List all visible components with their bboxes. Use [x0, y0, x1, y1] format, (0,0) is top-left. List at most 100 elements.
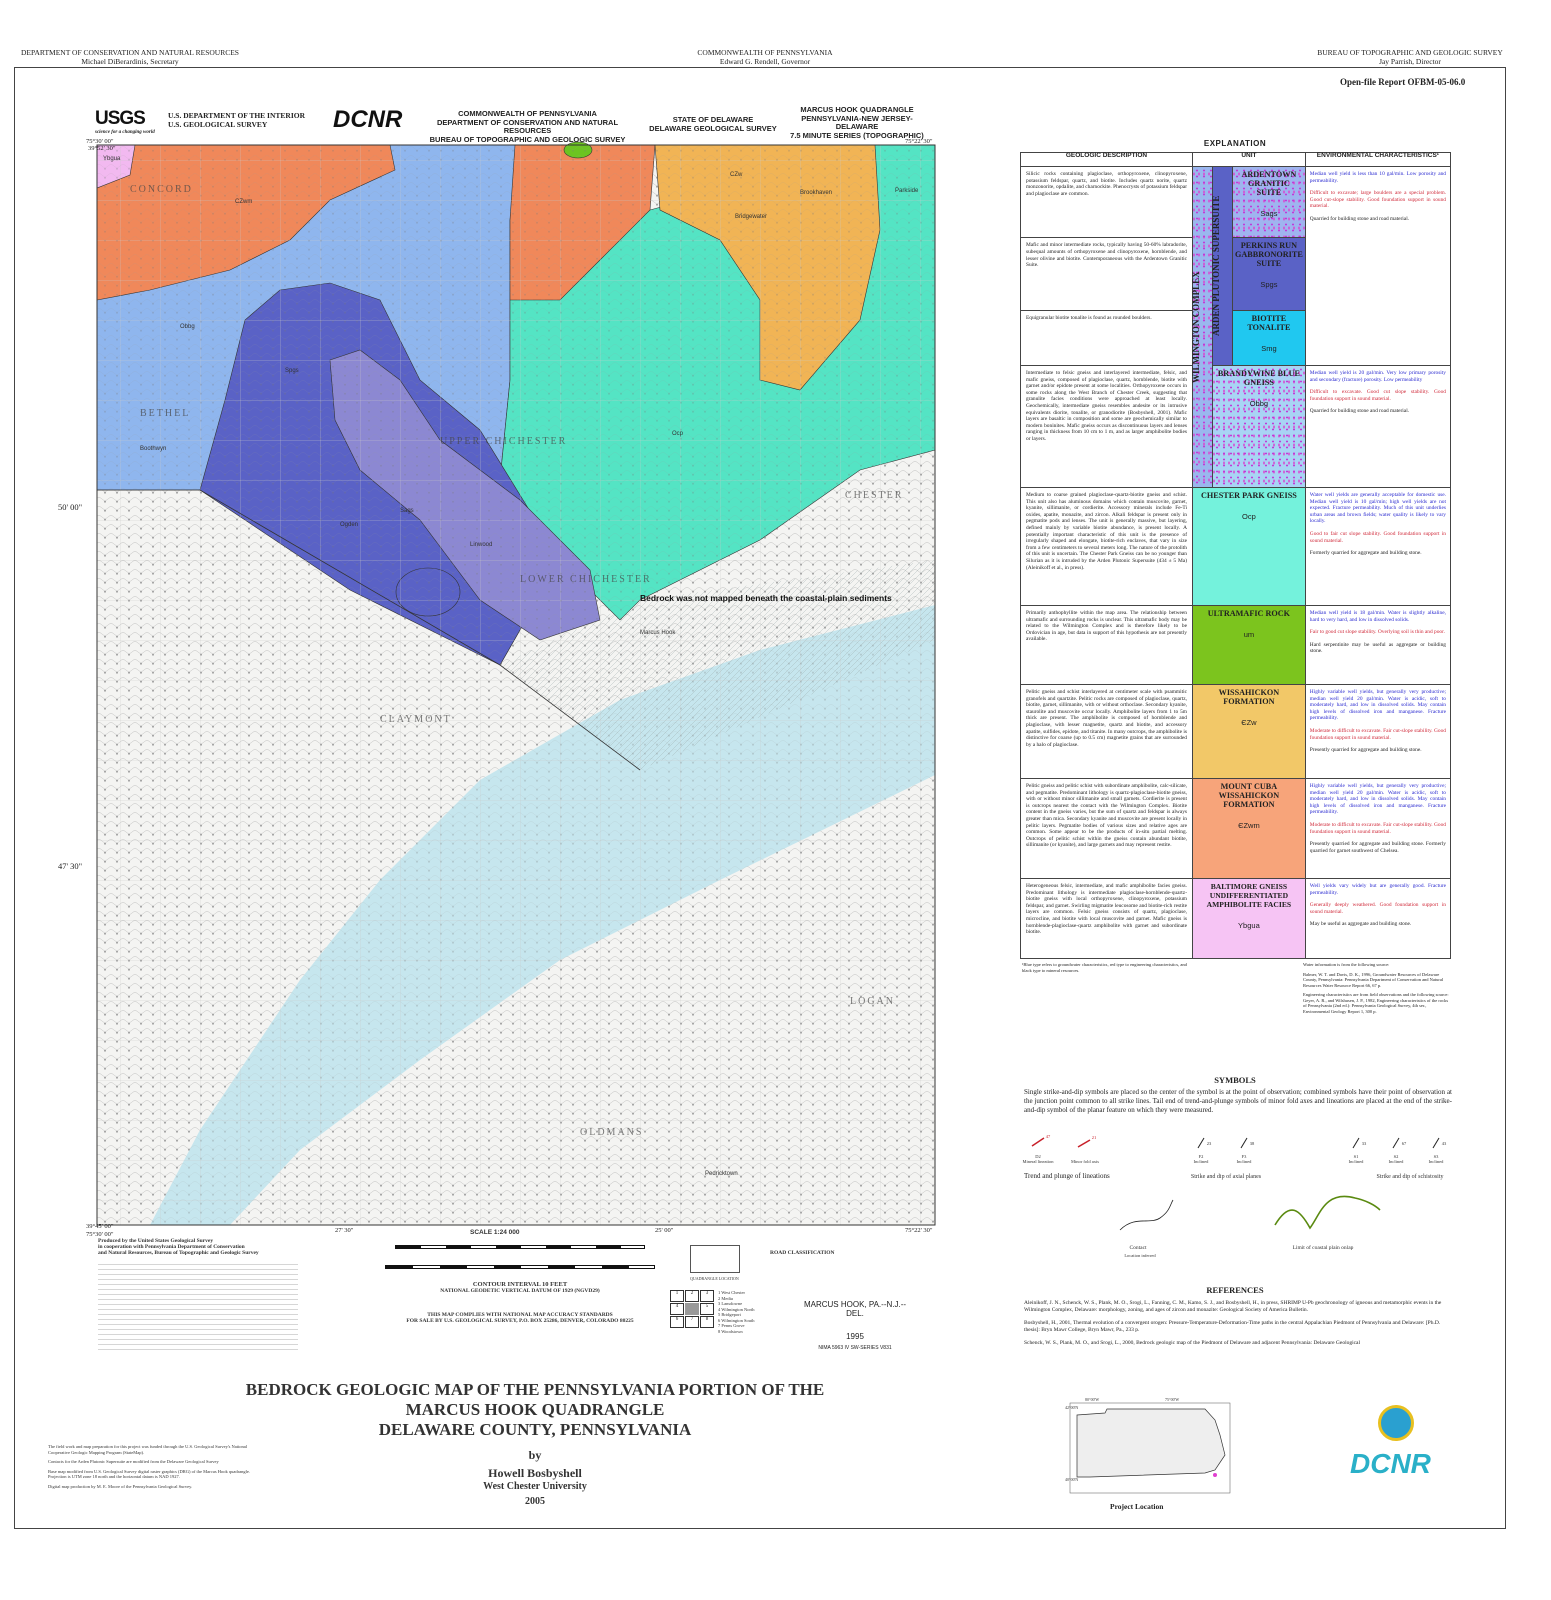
title-line-1: BEDROCK GEOLOGIC MAP OF THE PENNSYLVANIA…: [245, 1380, 825, 1399]
explanation-title: EXPLANATION: [1203, 139, 1267, 148]
scale-bar: [395, 1245, 645, 1249]
symbol-value: 47: [1046, 1134, 1051, 1139]
place-label: Pedricktown: [705, 1171, 738, 1177]
pa-locator: [690, 1245, 740, 1273]
author: Howell Bosbyshell: [488, 1466, 582, 1480]
edge-label-50-00: 50' 00": [58, 502, 83, 512]
quad-title: MARCUS HOOK QUADRANGLE PENNSYLVANIA-NEW J…: [782, 105, 932, 140]
unit-chester-park[interactable]: CHESTER PARK GNEISS Ocp: [1192, 487, 1306, 606]
sheet-frame: [14, 67, 1506, 1529]
unit-brandywine[interactable]: BRANDYWINE BLUE GNEISS Obbg: [1212, 365, 1306, 488]
adjoining-item: 3 Lansdowne: [718, 1301, 743, 1306]
coastal-plain-annotation: Bedrock was not mapped beneath the coast…: [640, 593, 892, 603]
unit-perkins-run[interactable]: PERKINS RUN GABBRONORITE SUITE Spgs: [1232, 237, 1306, 311]
col-header: GEOLOGIC DESCRIPTION: [1020, 152, 1193, 167]
pa-line: DEPARTMENT OF CONSERVATION AND NATURAL R…: [436, 117, 619, 135]
quad-name-block: MARCUS HOOK, PA.--N.J.--DEL. 1995 NIMA 596…: [800, 1300, 910, 1351]
adjoining-list: 1 West Chester 2 Media 3 Lansdowne 4 Wilmin…: [718, 1290, 755, 1334]
water-characteristics: Highly variable well yields, but general…: [1309, 783, 1446, 816]
symbol-code: S1: [1354, 1154, 1359, 1159]
unit-row: Primarily anthophyllite within the map a…: [1020, 605, 1452, 685]
mineral-resources: Presently quarried for aggregate and bui…: [1309, 841, 1446, 854]
unit-description: Primarily anthophyllite within the map a…: [1020, 605, 1193, 685]
unit-label: CZw: [730, 172, 743, 178]
unit-label: Ocp: [672, 431, 684, 437]
unit-name: ULTRAMAFIC ROCK: [1207, 609, 1291, 618]
engineering-characteristics: Good to fair cut slope stability. Good f…: [1309, 530, 1446, 544]
adjoining-item: 4 Wilmington North: [718, 1306, 755, 1312]
place-label: Ogden: [340, 522, 358, 528]
unit-name: ARDENTOWN GRANITIC SUITE: [1241, 170, 1297, 197]
unit-biotite-tonalite[interactable]: BIOTITE TONALITE Smg: [1232, 309, 1306, 367]
dept-line: U.S. DEPARTMENT OF THE INTERIOR: [168, 111, 305, 120]
dcnr-logo-map: DCNR: [333, 106, 403, 133]
unit-name: WISSAHICKON FORMATION: [1218, 688, 1280, 706]
adjoining-item: 5 Bridgeport: [718, 1312, 741, 1317]
minor-fold-axis-symbol: 21 Minor fold axis: [1071, 1135, 1099, 1164]
project-location-label: Project Location: [1110, 1502, 1164, 1511]
credit-line: and Natural Resources, Bureau of Topogra…: [98, 1250, 259, 1256]
sale-statement: FOR SALE BY U.S. GEOLOGICAL SURVEY, P.O.…: [406, 1318, 634, 1324]
col-header: UNIT: [1192, 152, 1306, 167]
unit-description: Silicic rocks containing plagioclase, or…: [1020, 165, 1193, 239]
unit-row: Pelitic gneiss and schist interlayered a…: [1020, 684, 1452, 779]
place-label: Parkside: [895, 188, 919, 194]
place-label: Linwood: [470, 542, 492, 548]
unit-ultramafic[interactable]: ULTRAMAFIC ROCK um: [1192, 605, 1306, 685]
reference: Aleinikoff, J. N., Schenck, W. S., Plank…: [1024, 1300, 1442, 1313]
symbol-group-label: Strike and dip of axial planes: [1191, 1173, 1262, 1180]
location-frame: [1069, 1402, 1231, 1494]
place-label: LOWER CHICHESTER: [520, 574, 652, 585]
unit-description: Intermediate to felsic gneiss and interl…: [1020, 365, 1193, 488]
unit-symbol: ЄZwm: [1238, 821, 1260, 830]
adjoining-cell: 8: [700, 1316, 714, 1328]
adjoining-item: 7 Penns Grove: [718, 1323, 745, 1328]
unit-symbol: Ybgua: [1238, 921, 1260, 930]
dcnr-logo: DCNR: [1350, 1448, 1431, 1479]
director: Jay Parrish, Director: [1379, 57, 1441, 66]
quad-line: PENNSYLVANIA-NEW JERSEY-DELAWARE: [801, 113, 913, 131]
governor: Edward G. Rendell, Governor: [719, 57, 811, 66]
location-tick: 40°00'N: [1065, 1477, 1078, 1482]
unit-baltimore-gneiss[interactable]: BALTIMORE GNEISS UNDIFFERENTIATED AMPHIB…: [1192, 878, 1306, 959]
environmental-characteristics: Median well yield is 18 gal/min. Water i…: [1304, 605, 1452, 685]
unit-name: BIOTITE TONALITE: [1247, 313, 1291, 332]
header-center: COMMONWEALTH OF PENNSYLVANIA Edward G. Re…: [640, 48, 890, 66]
unit-mount-cuba[interactable]: MOUNT CUBA WISSAHICKON FORMATION ЄZwm: [1192, 778, 1306, 879]
contour-info: CONTOUR INTERVAL 10 FEET NATIONAL GEODETI…: [380, 1281, 660, 1324]
adjoining-cell: 4: [670, 1303, 684, 1315]
secretary: Michael DiBerardinis, Secretary: [81, 57, 179, 66]
de-agency: STATE OF DELAWARE DELAWARE GEOLOGICAL SUR…: [648, 115, 778, 133]
place-label: Marcus Hook: [640, 630, 676, 636]
unit-wissahickon[interactable]: WISSAHICKON FORMATION ЄZw: [1192, 684, 1306, 779]
reference: Schenck, W. S., Plank, M. O., and Srogi,…: [1024, 1340, 1361, 1346]
unit-ardentown[interactable]: ARDENTOWN GRANITIC SUITE Sags: [1232, 165, 1306, 239]
geologic-map[interactable]: Bedrock was not mapped beneath the coast…: [85, 100, 955, 1240]
unit-label: CZwm: [235, 199, 252, 205]
environmental-characteristics: Median well yield is less than 10 gal/mi…: [1304, 166, 1452, 366]
adjoining-item: 6 Wilmington South: [718, 1317, 755, 1323]
unit-symbol: Sags: [1260, 209, 1278, 218]
coastal-plain-contact: [97, 489, 641, 771]
coastal-plain-onlap-symbol: [1274, 1195, 1381, 1230]
unit-description: Medium to coarse grained plagioclase-qua…: [1020, 487, 1193, 606]
symbol-value: 23: [1207, 1141, 1212, 1146]
source-line: Water information is from the following …: [1303, 962, 1390, 967]
unit-symbol: Smg: [1261, 343, 1277, 353]
location-tick: 80°00'W: [1085, 1397, 1099, 1402]
symbol-code: S3: [1434, 1154, 1440, 1159]
symbol-code: D2: [1035, 1154, 1041, 1159]
contact-sublabel: Location inferred: [1124, 1253, 1156, 1258]
corner-label: 75°30' 00": [86, 1231, 114, 1238]
title-line-3: DELAWARE COUNTY, PENNSYLVANIA: [378, 1420, 692, 1439]
corner-label: 75°22' 30": [905, 1227, 933, 1234]
road-classification: ROAD CLASSIFICATION: [770, 1250, 835, 1256]
note: Base map modified from U.S. Geological S…: [48, 1468, 250, 1480]
credit-line: in cooperation with Pennsylvania Departm…: [98, 1244, 245, 1250]
quad-line: 7.5 MINUTE SERIES (TOPOGRAPHIC): [790, 130, 924, 140]
unit-row: Mafic and minor intermediate rocks, typi…: [1020, 237, 1451, 311]
environmental-characteristics: Highly variable well yields, but general…: [1304, 684, 1452, 779]
nima-code: NIMA 5963 IV SW-SERIES V831: [818, 1345, 892, 1351]
